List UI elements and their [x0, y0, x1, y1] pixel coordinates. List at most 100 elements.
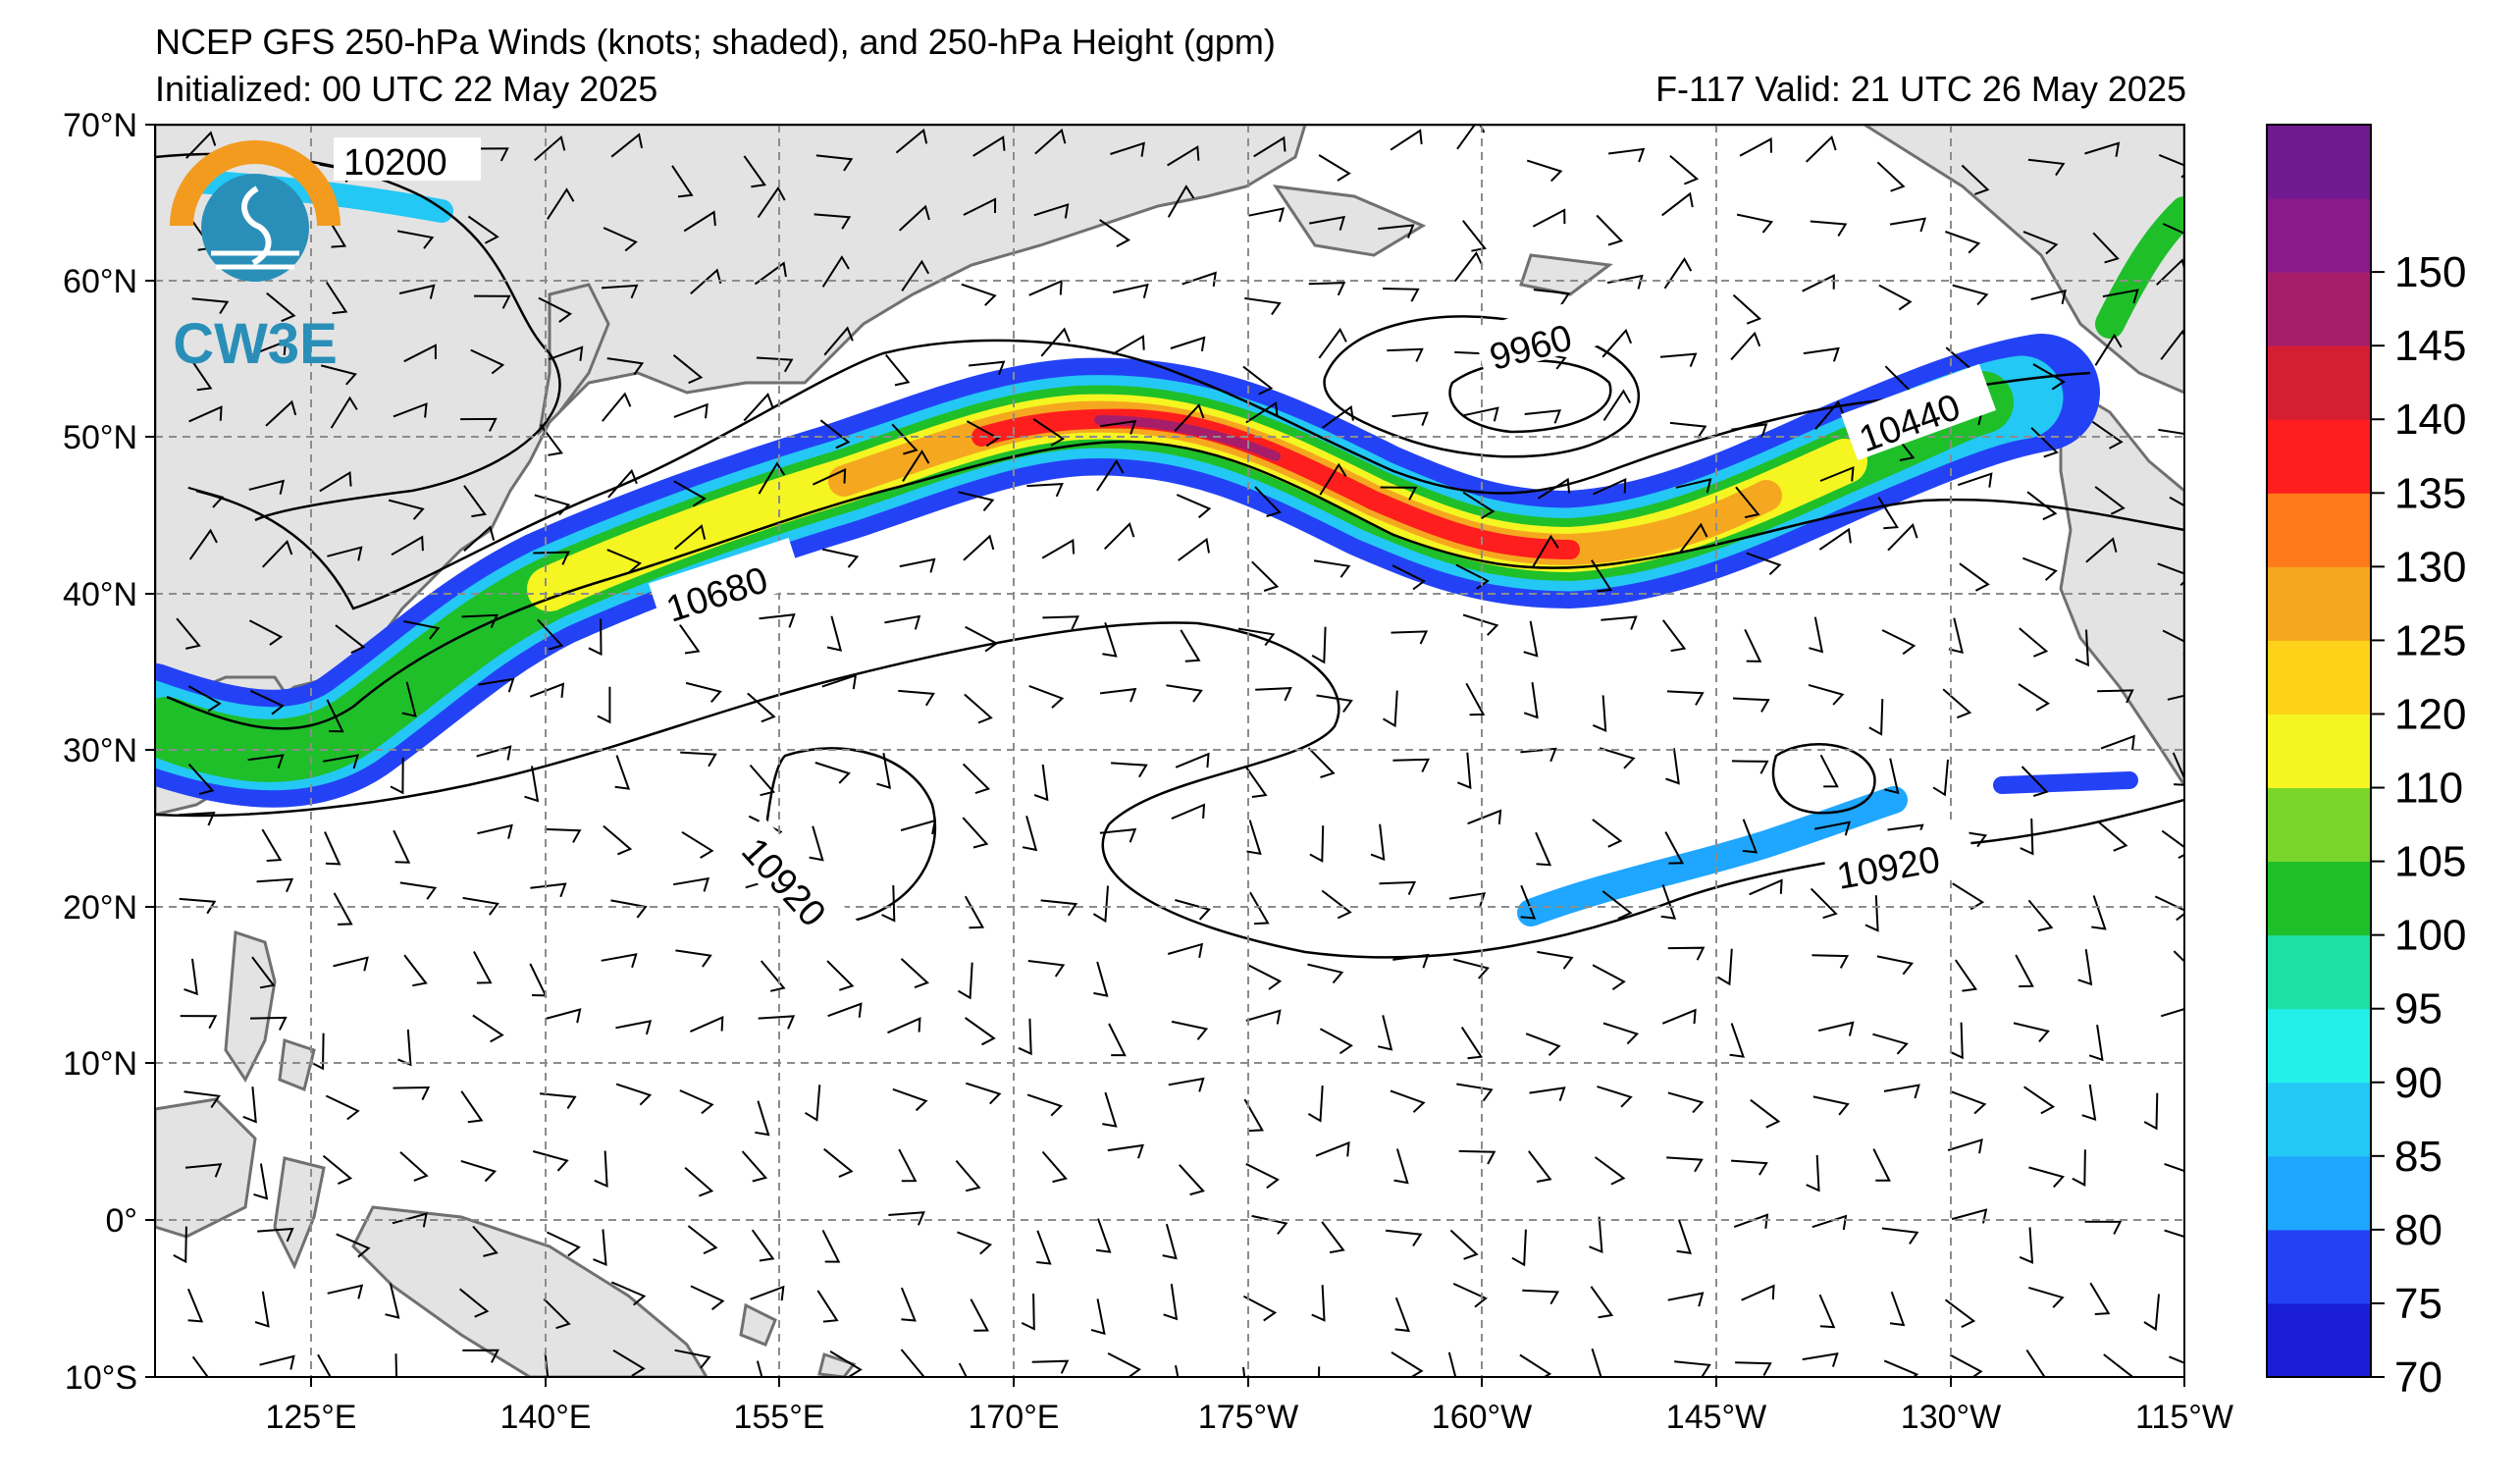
wind-barb	[1102, 621, 1118, 658]
wind-barb	[179, 812, 216, 826]
land-pacific-islands	[739, 1302, 857, 1377]
wind-barb	[603, 824, 633, 856]
wind-barb	[955, 1159, 981, 1192]
wind-barb	[1096, 458, 1125, 492]
wind-barb	[1181, 271, 1217, 288]
wind-barb	[1021, 1293, 1035, 1331]
wind-barb	[1806, 134, 1837, 163]
wind-barb	[602, 392, 632, 422]
wind-barb	[1315, 1140, 1350, 1157]
colorbar-bin	[2267, 714, 2371, 789]
wind-barb	[690, 268, 722, 294]
wind-barb	[180, 1015, 218, 1030]
wind-barb	[261, 539, 293, 568]
wind-barb	[546, 1008, 582, 1024]
wind-barb	[176, 617, 201, 650]
wind-barb	[1812, 1095, 1850, 1116]
wind-barb	[970, 1298, 989, 1332]
lon-label: 115°W	[2135, 1399, 2233, 1436]
wind-barb	[1028, 279, 1063, 296]
wind-barb	[532, 1150, 569, 1172]
wind-barb	[1394, 1297, 1411, 1333]
wind-barb	[1667, 1091, 1705, 1114]
wind-barb	[1462, 220, 1487, 252]
lon-label: 125°E	[265, 1399, 356, 1436]
wind-barb	[819, 419, 851, 450]
wind-barb	[257, 1227, 294, 1243]
lon-label: 145°W	[1666, 1399, 1766, 1436]
wind-barb	[1948, 617, 1964, 655]
wind-barb	[524, 766, 540, 803]
wind-barb	[1675, 478, 1712, 494]
wind-barb	[547, 187, 575, 220]
wind-barb	[1307, 963, 1344, 984]
wind-barb	[876, 753, 892, 790]
wind-barb	[1876, 161, 1906, 192]
wind-barb	[816, 1290, 839, 1323]
wind-barb	[673, 402, 709, 419]
wind-barb	[2160, 1007, 2184, 1018]
wind-barb	[463, 525, 496, 553]
wind-barb	[1243, 1098, 1264, 1133]
wind-barb	[1249, 891, 1270, 926]
wind-barb	[1814, 821, 1852, 836]
wind-barb	[1662, 619, 1687, 653]
wind-barb	[1174, 403, 1205, 432]
wind-barb	[1537, 950, 1574, 970]
colorbar-bin	[2267, 272, 2371, 346]
wind-barb	[757, 185, 786, 218]
wind-barb	[323, 754, 360, 769]
wind-barb	[1889, 1291, 1906, 1327]
wind-barb	[1167, 145, 1200, 167]
wind-barb	[1377, 1015, 1393, 1051]
wind-barb	[972, 135, 1006, 157]
wind-barb	[1666, 1156, 1704, 1173]
wind-barb	[1731, 760, 1769, 774]
wind-barb	[1957, 472, 1993, 488]
wind-barb	[2169, 1355, 2184, 1364]
wind-barb	[1108, 1023, 1127, 1057]
wind-barb	[821, 548, 860, 568]
wind-barb	[741, 1150, 768, 1183]
wind-barb	[1242, 1295, 1278, 1322]
wind-barb	[1171, 803, 1206, 821]
wind-barb	[1590, 1286, 1614, 1319]
wind-barb	[385, 1283, 400, 1319]
map-title: NCEP GFS 250-hPa Winds (knots; shaded), …	[155, 22, 1276, 62]
wind-barb	[186, 1288, 204, 1323]
wind-barb	[1465, 682, 1486, 716]
wind-barb	[266, 291, 296, 323]
wind-barb	[1391, 630, 1429, 645]
longitude-labels: 125°E 140°E 155°E 170°E 175°W 160°W 145°…	[265, 1399, 2232, 1436]
wind-barb	[460, 1159, 498, 1183]
wind-barb	[2088, 1025, 2104, 1062]
contour-10920-west	[155, 621, 2184, 959]
wind-barb	[1179, 1164, 1205, 1196]
wind-barb	[1817, 1021, 1855, 1036]
wind-barb	[756, 356, 794, 373]
wind-barb	[2074, 629, 2089, 667]
wind-barb	[548, 345, 584, 361]
wind-barb	[1872, 1033, 1909, 1055]
wind-barb	[529, 682, 565, 698]
wind-barb	[189, 358, 213, 392]
wind-barb	[1171, 1020, 1209, 1040]
wind-barb	[1460, 1027, 1484, 1060]
colorbar-bin	[2267, 640, 2371, 715]
wind-barb	[2019, 1227, 2034, 1264]
wind-barb	[1819, 465, 1855, 482]
wind-barb	[1716, 948, 1733, 986]
wind-barb	[1660, 884, 1677, 920]
wind-barb	[1810, 220, 1848, 238]
wind-barb	[1607, 147, 1646, 163]
graticule	[155, 125, 2184, 1377]
wind-barb	[1090, 1298, 1106, 1336]
wind-barb	[187, 486, 225, 508]
colorbar-tick-label: 105	[2394, 838, 2466, 886]
lon-label: 140°E	[499, 1399, 591, 1436]
wind-barb	[892, 1087, 928, 1112]
wind-barb	[2028, 1286, 2065, 1308]
wind-barb	[823, 326, 854, 356]
wind-barb	[173, 1226, 187, 1264]
wind-barb	[885, 353, 911, 387]
